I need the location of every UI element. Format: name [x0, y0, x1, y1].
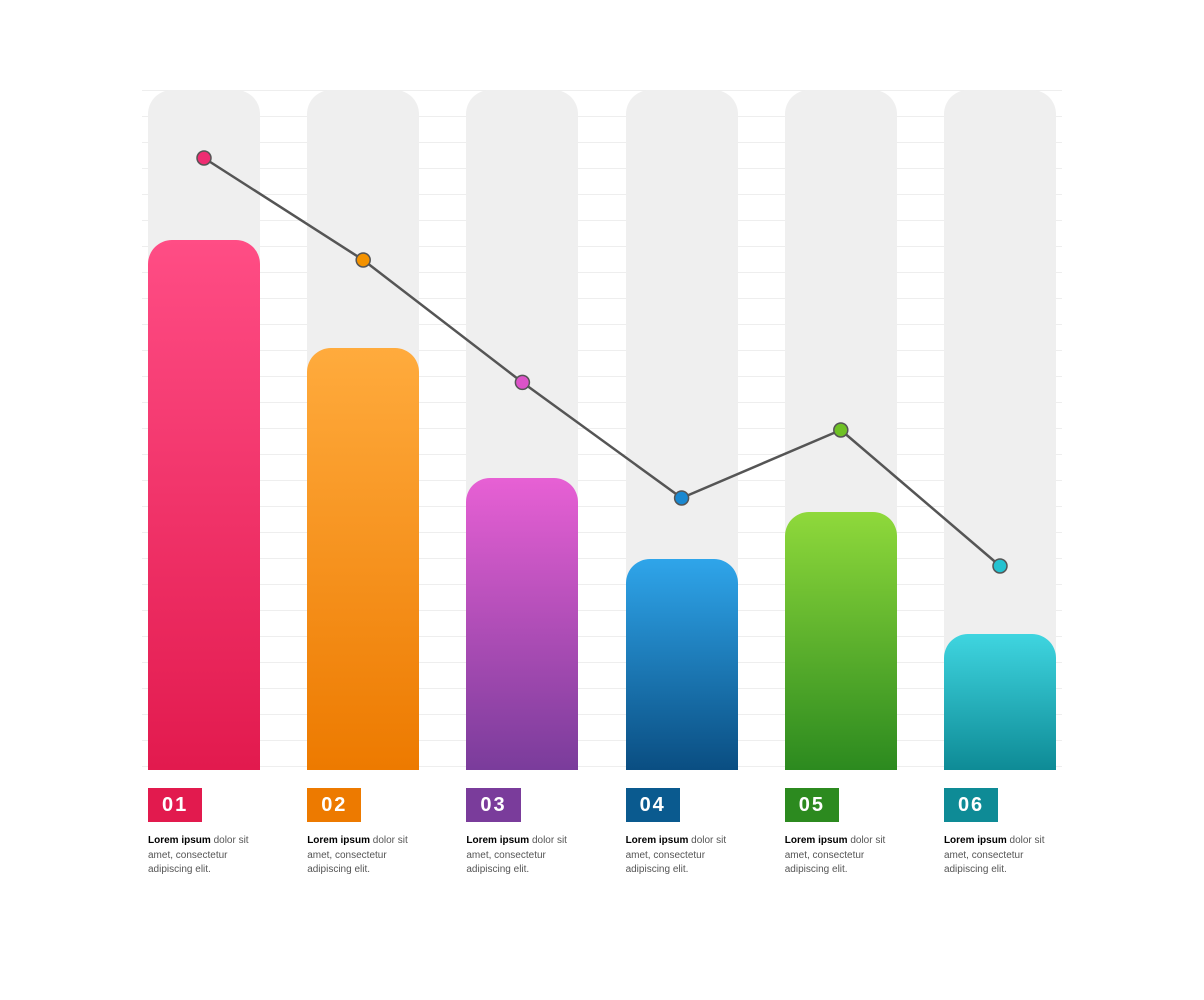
- bar-slot-03: [466, 90, 578, 770]
- number-badge-06: 06: [944, 788, 998, 822]
- bar-fill-04: [626, 559, 738, 770]
- plot-area: [142, 90, 1062, 770]
- bar-slot-02: [307, 90, 419, 770]
- number-badge-01: 01: [148, 788, 202, 822]
- label-column-01: 01 Lorem ipsum dolor sit amet, consectetu…: [148, 788, 260, 878]
- caption-06: Lorem ipsum dolor sit amet, consectetur …: [944, 834, 1056, 878]
- labels-row: 01 Lorem ipsum dolor sit amet, consectetu…: [142, 788, 1062, 878]
- caption-bold: Lorem ipsum: [626, 835, 689, 846]
- label-column-03: 03 Lorem ipsum dolor sit amet, consectetu…: [466, 788, 578, 878]
- caption-03: Lorem ipsum dolor sit amet, consectetur …: [466, 834, 578, 878]
- bar-fill-05: [785, 512, 897, 770]
- bars-group: [142, 90, 1062, 770]
- infographic-bar-chart: 01 Lorem ipsum dolor sit amet, consectetu…: [142, 90, 1062, 910]
- number-badge-04: 04: [626, 788, 680, 822]
- caption-bold: Lorem ipsum: [944, 835, 1007, 846]
- bar-slot-04: [626, 90, 738, 770]
- bar-slot-05: [785, 90, 897, 770]
- caption-bold: Lorem ipsum: [466, 835, 529, 846]
- bar-fill-02: [307, 348, 419, 770]
- caption-04: Lorem ipsum dolor sit amet, consectetur …: [626, 834, 738, 878]
- label-column-02: 02 Lorem ipsum dolor sit amet, consectetu…: [307, 788, 419, 878]
- bar-fill-06: [944, 634, 1056, 770]
- label-column-04: 04 Lorem ipsum dolor sit amet, consectetu…: [626, 788, 738, 878]
- bar-fill-03: [466, 478, 578, 770]
- caption-02: Lorem ipsum dolor sit amet, consectetur …: [307, 834, 419, 878]
- bar-slot-01: [148, 90, 260, 770]
- number-badge-05: 05: [785, 788, 839, 822]
- caption-01: Lorem ipsum dolor sit amet, consectetur …: [148, 834, 260, 878]
- bar-slot-06: [944, 90, 1056, 770]
- caption-bold: Lorem ipsum: [148, 835, 211, 846]
- caption-bold: Lorem ipsum: [785, 835, 848, 846]
- label-column-05: 05 Lorem ipsum dolor sit amet, consectetu…: [785, 788, 897, 878]
- label-column-06: 06 Lorem ipsum dolor sit amet, consectetu…: [944, 788, 1056, 878]
- number-badge-03: 03: [466, 788, 520, 822]
- number-badge-02: 02: [307, 788, 361, 822]
- caption-05: Lorem ipsum dolor sit amet, consectetur …: [785, 834, 897, 878]
- caption-bold: Lorem ipsum: [307, 835, 370, 846]
- bar-fill-01: [148, 240, 260, 770]
